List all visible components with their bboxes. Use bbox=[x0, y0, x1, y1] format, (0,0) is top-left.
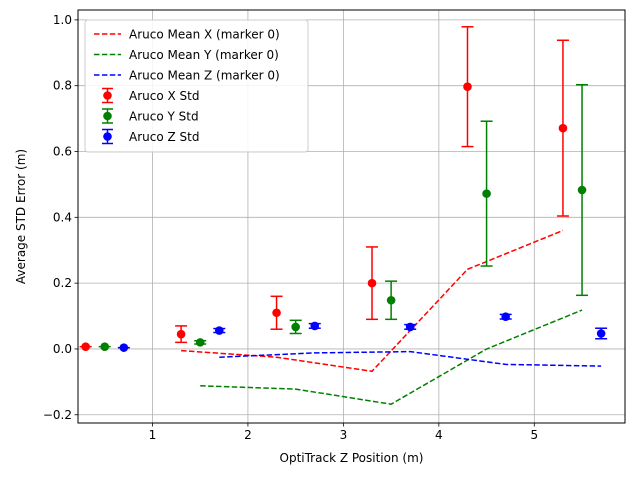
mean-series-line bbox=[181, 229, 564, 373]
legend-label: Aruco Y Std bbox=[129, 110, 199, 124]
legend-label: Aruco Mean Z (marker 0) bbox=[129, 69, 280, 83]
y-tick-label: 0.8 bbox=[53, 79, 72, 93]
x-tick-label: 3 bbox=[340, 428, 348, 442]
std-point bbox=[81, 342, 90, 351]
y-tick-label: 0.0 bbox=[53, 342, 72, 356]
x-tick-label: 2 bbox=[244, 428, 252, 442]
x-tick-label: 1 bbox=[149, 428, 157, 442]
std-point bbox=[558, 123, 568, 133]
y-tick-label: 0.6 bbox=[53, 145, 72, 159]
y-tick-label: 1.0 bbox=[53, 13, 72, 27]
std-point bbox=[463, 82, 472, 91]
std-point bbox=[272, 308, 281, 318]
std-point bbox=[577, 185, 587, 195]
legend-point-swatch bbox=[103, 132, 112, 141]
plot-data bbox=[79, 26, 608, 405]
std-point bbox=[100, 342, 110, 351]
legend: Aruco Mean X (marker 0) Aruco Mean Y (mar… bbox=[84, 19, 309, 153]
x-tick-label: 4 bbox=[435, 428, 443, 442]
std-point bbox=[310, 321, 320, 331]
plot-frame bbox=[77, 9, 626, 424]
legend-label: Aruco Z Std bbox=[129, 130, 199, 144]
std-point bbox=[482, 189, 491, 198]
legend-point-swatch bbox=[103, 111, 112, 121]
std-point bbox=[501, 312, 510, 322]
y-tick-label: 0.2 bbox=[53, 276, 72, 290]
legend-label: Aruco Mean Y (marker 0) bbox=[129, 48, 279, 62]
std-point bbox=[596, 329, 606, 338]
std-point bbox=[367, 278, 377, 288]
mean-series-line bbox=[200, 309, 583, 405]
std-point bbox=[291, 322, 300, 332]
grid bbox=[78, 10, 625, 423]
std-point bbox=[386, 295, 396, 305]
mean-series-line bbox=[219, 350, 602, 367]
std-point bbox=[405, 322, 415, 332]
legend-label: Aruco Mean X (marker 0) bbox=[129, 28, 280, 42]
legend-box bbox=[84, 19, 309, 153]
legend-label: Aruco X Std bbox=[129, 89, 199, 103]
legend-point-swatch bbox=[103, 91, 112, 100]
axis-ticks: 1 2 3 4 5 −0.2 0.0 0.2 0.4 0.6 0.8 1.0 bbox=[43, 13, 538, 442]
std-point bbox=[119, 343, 129, 352]
x-tick-label: 5 bbox=[530, 428, 538, 442]
y-tick-label: −0.2 bbox=[43, 408, 72, 422]
y-axis-label: Average STD Error (m) bbox=[14, 149, 28, 284]
y-tick-label: 0.4 bbox=[53, 210, 72, 224]
std-point bbox=[195, 338, 205, 347]
std-point bbox=[214, 326, 224, 335]
x-axis-label: OptiTrack Z Position (m) bbox=[280, 451, 424, 465]
std-point bbox=[176, 329, 186, 339]
